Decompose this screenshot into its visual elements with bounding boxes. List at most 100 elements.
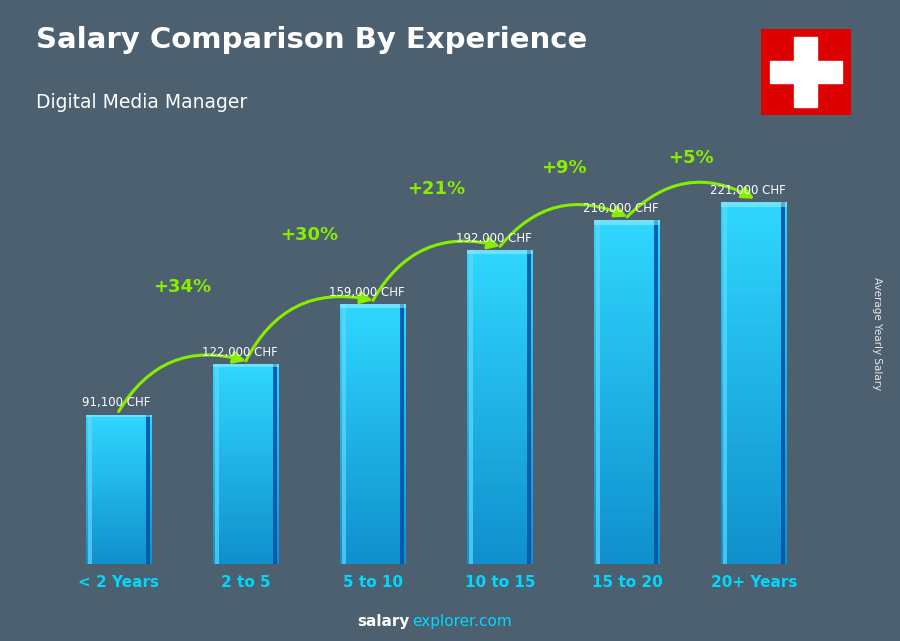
Bar bbox=[467, 543, 533, 548]
Bar bbox=[340, 438, 406, 442]
Bar bbox=[467, 360, 533, 365]
Bar bbox=[594, 237, 661, 243]
Bar bbox=[86, 562, 152, 564]
Bar bbox=[86, 474, 152, 477]
Bar bbox=[467, 454, 533, 459]
Bar bbox=[594, 363, 661, 369]
Text: 159,000 CHF: 159,000 CHF bbox=[328, 286, 404, 299]
Bar bbox=[721, 413, 788, 419]
Bar bbox=[342, 304, 346, 564]
Bar bbox=[467, 386, 533, 391]
Bar bbox=[212, 467, 279, 471]
Bar bbox=[86, 435, 152, 437]
Bar bbox=[212, 374, 279, 378]
Bar bbox=[467, 465, 533, 470]
Bar bbox=[86, 514, 152, 517]
Bar bbox=[467, 265, 533, 271]
Bar bbox=[594, 513, 661, 518]
Bar bbox=[86, 432, 152, 435]
Bar bbox=[86, 492, 152, 494]
Bar bbox=[594, 340, 661, 346]
Bar bbox=[212, 391, 279, 394]
Bar bbox=[721, 202, 788, 208]
Bar bbox=[400, 304, 404, 564]
Bar bbox=[212, 497, 279, 501]
Bar bbox=[594, 449, 661, 455]
Bar bbox=[721, 214, 788, 220]
Bar bbox=[340, 329, 406, 334]
Bar bbox=[467, 470, 533, 475]
Bar bbox=[721, 329, 788, 335]
Bar bbox=[721, 341, 788, 347]
Bar bbox=[721, 274, 788, 281]
Bar bbox=[146, 415, 149, 564]
Bar bbox=[86, 510, 152, 512]
Bar bbox=[467, 354, 533, 360]
Bar bbox=[721, 492, 788, 497]
Bar bbox=[467, 297, 533, 302]
Bar bbox=[467, 554, 533, 559]
Bar bbox=[467, 255, 533, 260]
Bar bbox=[340, 547, 406, 551]
Bar bbox=[594, 518, 661, 524]
Bar bbox=[721, 437, 788, 444]
Bar bbox=[594, 260, 661, 266]
Bar bbox=[467, 417, 533, 422]
Bar bbox=[721, 208, 788, 214]
Bar bbox=[467, 307, 533, 312]
Bar bbox=[721, 371, 788, 377]
Bar bbox=[86, 417, 152, 420]
Bar bbox=[594, 438, 661, 444]
Bar bbox=[212, 537, 279, 541]
Bar bbox=[340, 460, 406, 464]
Bar bbox=[212, 504, 279, 508]
Bar bbox=[467, 292, 533, 297]
Bar bbox=[594, 484, 661, 490]
Bar bbox=[467, 491, 533, 496]
Bar bbox=[86, 537, 152, 539]
Bar bbox=[86, 532, 152, 534]
Bar bbox=[721, 335, 788, 341]
Bar bbox=[212, 524, 279, 528]
Bar bbox=[212, 461, 279, 464]
Bar bbox=[594, 495, 661, 501]
Bar bbox=[721, 347, 788, 353]
Bar bbox=[467, 522, 533, 528]
Bar bbox=[594, 426, 661, 432]
Text: 122,000 CHF: 122,000 CHF bbox=[202, 346, 277, 360]
Bar bbox=[721, 304, 788, 311]
Bar bbox=[212, 384, 279, 388]
Bar bbox=[212, 381, 279, 384]
Bar bbox=[340, 364, 406, 369]
Bar bbox=[212, 484, 279, 487]
Bar bbox=[212, 454, 279, 458]
Bar bbox=[86, 502, 152, 504]
Bar bbox=[212, 431, 279, 434]
Bar bbox=[340, 499, 406, 503]
Bar bbox=[467, 365, 533, 370]
Bar bbox=[86, 549, 152, 552]
Bar bbox=[212, 471, 279, 474]
Bar bbox=[467, 249, 533, 254]
Bar bbox=[721, 365, 788, 371]
Bar bbox=[212, 458, 279, 461]
Text: +9%: +9% bbox=[541, 159, 587, 177]
Bar bbox=[467, 318, 533, 323]
Bar bbox=[212, 421, 279, 424]
Bar bbox=[212, 494, 279, 497]
Bar bbox=[86, 534, 152, 537]
Bar bbox=[721, 232, 788, 238]
Bar bbox=[340, 551, 406, 555]
Bar bbox=[212, 514, 279, 517]
Bar bbox=[340, 317, 406, 321]
Bar bbox=[212, 541, 279, 544]
Bar bbox=[212, 414, 279, 417]
Bar bbox=[721, 474, 788, 479]
Bar bbox=[212, 411, 279, 414]
Bar bbox=[86, 462, 152, 465]
Bar bbox=[594, 352, 661, 358]
Bar bbox=[721, 419, 788, 426]
Bar bbox=[212, 544, 279, 547]
Bar bbox=[340, 304, 406, 308]
Bar bbox=[594, 266, 661, 272]
